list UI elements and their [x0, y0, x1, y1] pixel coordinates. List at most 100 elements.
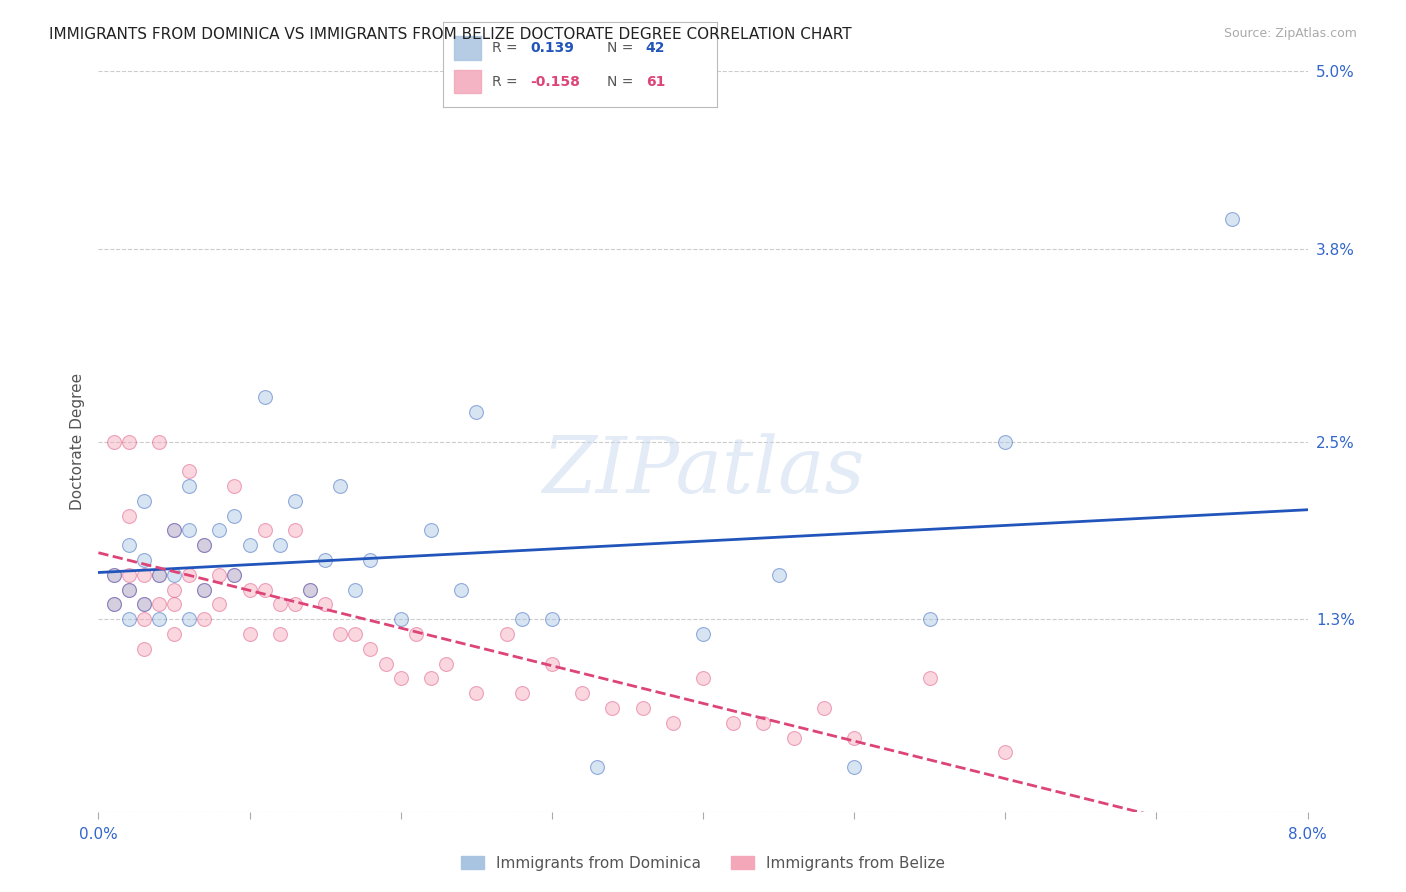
Point: [148, 612, 170, 626]
Point: [208, 598, 231, 612]
Point: [269, 627, 291, 641]
Point: [193, 582, 215, 597]
Point: [103, 567, 125, 582]
Point: [239, 538, 262, 552]
Point: [450, 582, 472, 597]
Text: Source: ZipAtlas.com: Source: ZipAtlas.com: [1223, 27, 1357, 40]
Point: [540, 657, 562, 671]
Text: N =: N =: [607, 75, 638, 88]
Bar: [454, 70, 481, 94]
Point: [193, 582, 215, 597]
Point: [132, 493, 155, 508]
Point: [163, 598, 186, 612]
Point: [329, 479, 352, 493]
Point: [118, 508, 141, 523]
Point: [420, 524, 443, 538]
Point: [132, 567, 155, 582]
Point: [1220, 212, 1243, 227]
Point: [752, 715, 775, 730]
Point: [208, 524, 231, 538]
Point: [179, 567, 201, 582]
Point: [118, 538, 141, 552]
Point: [148, 598, 170, 612]
Point: [179, 464, 201, 478]
Point: [631, 701, 654, 715]
Point: [360, 553, 382, 567]
Point: [239, 582, 262, 597]
Text: -0.158: -0.158: [530, 75, 581, 88]
Point: [389, 612, 412, 626]
Point: [844, 731, 866, 745]
Point: [179, 612, 201, 626]
Point: [360, 641, 382, 656]
Point: [284, 598, 307, 612]
Point: [163, 582, 186, 597]
Point: [132, 598, 155, 612]
Point: [224, 479, 246, 493]
Point: [723, 715, 745, 730]
Text: N =: N =: [607, 41, 638, 54]
Point: [103, 598, 125, 612]
Point: [299, 582, 322, 597]
Point: [118, 434, 141, 449]
Point: [103, 598, 125, 612]
Text: ZIPatlas: ZIPatlas: [541, 433, 865, 509]
Point: [994, 746, 1017, 760]
Text: 61: 61: [645, 75, 665, 88]
Legend: Immigrants from Dominica, Immigrants from Belize: Immigrants from Dominica, Immigrants fro…: [461, 855, 945, 871]
Point: [813, 701, 835, 715]
Point: [586, 760, 609, 774]
Point: [434, 657, 457, 671]
Text: R =: R =: [492, 41, 522, 54]
Point: [344, 627, 367, 641]
Point: [224, 567, 246, 582]
Point: [224, 567, 246, 582]
Point: [465, 686, 488, 700]
Point: [253, 582, 276, 597]
Point: [118, 612, 141, 626]
Point: [661, 715, 683, 730]
Point: [510, 612, 533, 626]
Point: [918, 612, 941, 626]
Point: [314, 553, 336, 567]
Point: [269, 538, 291, 552]
Y-axis label: Doctorate Degree: Doctorate Degree: [69, 373, 84, 510]
Point: [253, 524, 276, 538]
Point: [571, 686, 593, 700]
Point: [148, 567, 170, 582]
Point: [118, 582, 141, 597]
Point: [692, 627, 714, 641]
Text: IMMIGRANTS FROM DOMINICA VS IMMIGRANTS FROM BELIZE DOCTORATE DEGREE CORRELATION : IMMIGRANTS FROM DOMINICA VS IMMIGRANTS F…: [49, 27, 852, 42]
Point: [344, 582, 367, 597]
Point: [284, 524, 307, 538]
Point: [269, 598, 291, 612]
Point: [994, 434, 1017, 449]
Point: [329, 627, 352, 641]
Point: [193, 538, 215, 552]
Point: [495, 627, 517, 641]
Point: [163, 627, 186, 641]
Point: [602, 701, 624, 715]
Point: [692, 672, 714, 686]
Point: [163, 524, 186, 538]
Text: 0.139: 0.139: [530, 41, 575, 54]
Point: [374, 657, 396, 671]
Point: [193, 612, 215, 626]
Point: [465, 405, 488, 419]
Point: [132, 641, 155, 656]
Point: [132, 612, 155, 626]
Point: [510, 686, 533, 700]
Point: [208, 567, 231, 582]
Text: 42: 42: [645, 41, 665, 54]
Point: [405, 627, 427, 641]
Point: [224, 508, 246, 523]
Point: [253, 390, 276, 404]
Point: [148, 567, 170, 582]
Text: R =: R =: [492, 75, 522, 88]
Point: [284, 493, 307, 508]
Point: [783, 731, 806, 745]
Point: [314, 598, 336, 612]
Point: [132, 598, 155, 612]
Point: [179, 524, 201, 538]
Point: [163, 524, 186, 538]
